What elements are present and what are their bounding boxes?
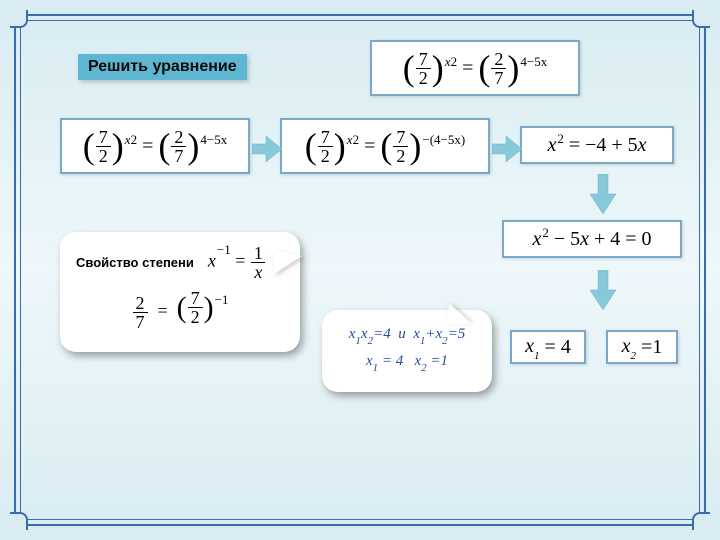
callout-label: Свойство степени (76, 255, 194, 270)
callout-vieta: x1x2=4 и x1+x2=5 x1 = 4 x2 =1 (322, 310, 492, 392)
arrow-icon (492, 136, 522, 162)
arrow-icon (590, 270, 616, 310)
arrow-icon (252, 136, 282, 162)
vieta-line-2: x1 = 4 x2 =1 (338, 349, 476, 376)
page-title: Решить уравнение (78, 54, 247, 80)
solution-x2: x2 =1 (606, 330, 678, 364)
equation-step-4: x2 − 5x + 4 = 0 (502, 220, 682, 258)
frame-corner (692, 512, 710, 530)
arrow-icon (590, 174, 616, 214)
equation-step-2: (72)x2 = (72)−(4−5x) (280, 118, 490, 174)
frame-corner (692, 10, 710, 28)
vieta-line-1: x1x2=4 и x1+x2=5 (338, 322, 476, 349)
frame-corner (10, 512, 28, 530)
callout-property: Свойство степени x−1 = 1x 27 = (72)−1 (60, 232, 300, 352)
frame-corner (10, 10, 28, 28)
equation-top: (72)x2 = (27)4−5x (370, 40, 580, 96)
solution-x1: x1 = 4 (510, 330, 586, 364)
equation-step-3: x2 = −4 + 5x (520, 126, 674, 164)
equation-step-1: (72)x2 = (27)4−5x (60, 118, 250, 174)
